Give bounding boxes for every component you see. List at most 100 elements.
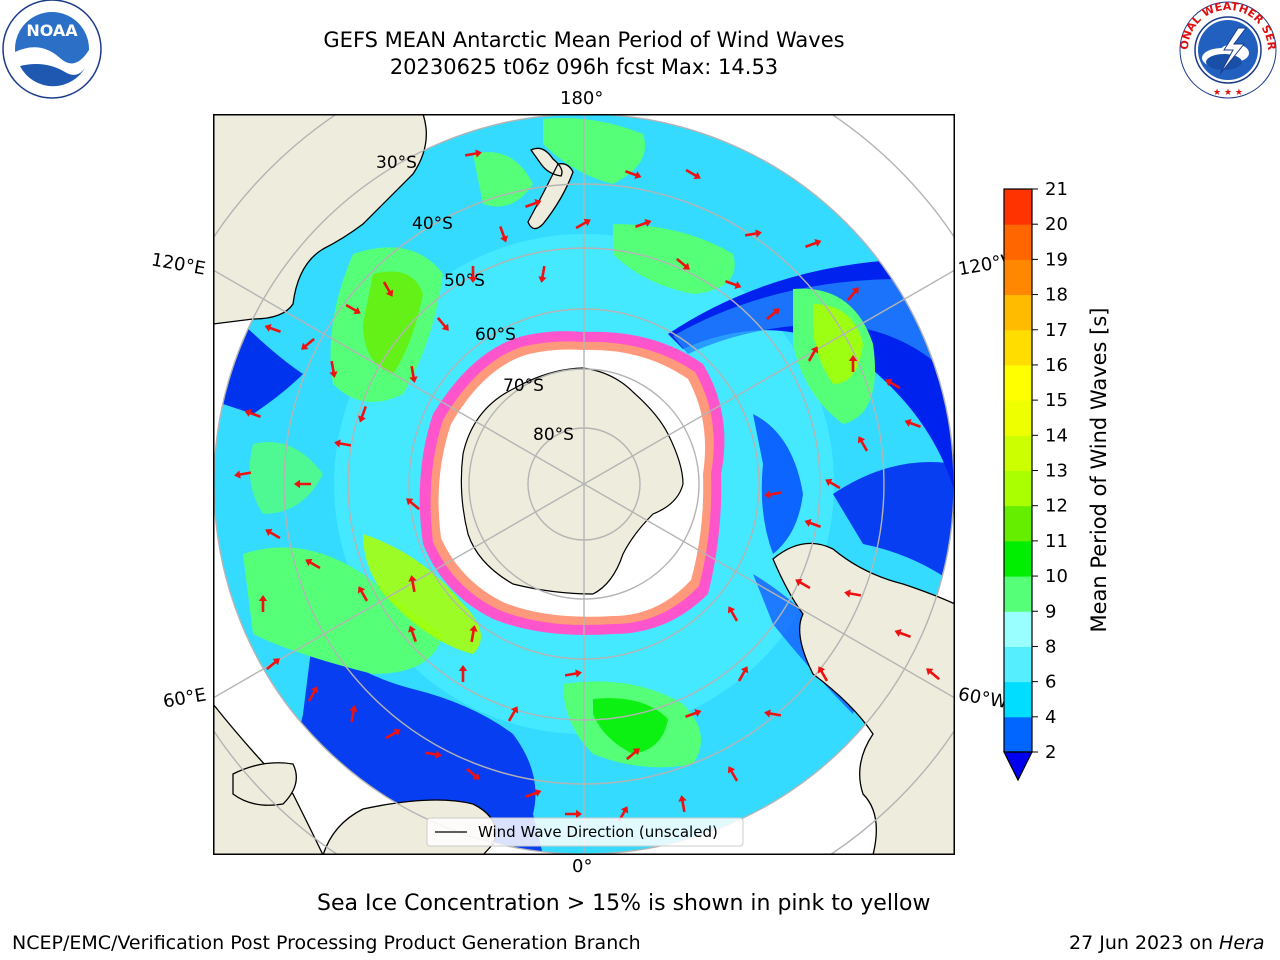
wave-direction-arrow [234, 470, 252, 479]
wave-direction-arrow [766, 308, 780, 321]
wave-direction-arrow [894, 629, 911, 638]
wave-direction-arrow [846, 287, 859, 301]
wave-direction-arrow [424, 750, 442, 759]
wave-direction-arrow [805, 239, 822, 248]
south-america [772, 542, 955, 855]
wave-direction-arrow [926, 668, 940, 681]
wave-direction-arrow [676, 257, 690, 270]
wave-direction-arrow [458, 665, 468, 682]
lon-label-180: 180° [560, 88, 604, 109]
wave-direction-arrow [564, 669, 582, 678]
lat-label-30s: 30°S [376, 153, 417, 173]
colorbar-band [1004, 576, 1032, 612]
wave-direction-arrow [294, 479, 311, 489]
colorbar-tick-label: 13 [1045, 461, 1068, 482]
colorbar-label: Mean Period of Wind Waves [s] [1087, 308, 1111, 633]
polar-map: 30°S 40°S 50°S 60°S 70°S 80°S Wind Wave … [213, 114, 955, 855]
wave-direction-arrow [469, 625, 478, 643]
colorbar-band [1004, 716, 1032, 753]
wave-direction-arrow [382, 281, 394, 297]
wave-direction-arrow [764, 490, 782, 499]
wave-direction-arrow [499, 226, 508, 243]
noaa-logo: NOAA [2, 0, 102, 99]
wave-direction-arrow [265, 528, 281, 540]
nws-logo: NATIONAL WEATHER SERVICE ★ ★ ★ [1176, 0, 1278, 99]
wave-direction-arrow [385, 728, 401, 740]
wave-direction-arrow [525, 199, 542, 208]
wave-direction-arrow [466, 767, 480, 780]
legend-label: Wind Wave Direction (unscaled) [478, 823, 718, 841]
lon-label-120e: 120°E [149, 249, 208, 280]
credit-branch: NCEP/EMC/Verification Post Processing Pr… [12, 932, 641, 954]
colorbar-tick-label: 17 [1045, 320, 1068, 341]
wave-direction-arrow [408, 575, 417, 593]
wave-direction-arrow [817, 666, 829, 682]
antarctic-continent [460, 367, 684, 595]
wave-direction-arrow [266, 658, 280, 671]
wave-direction-arrow [357, 586, 369, 602]
antarctica [419, 331, 725, 635]
wave-direction-arrow [764, 709, 782, 718]
colorbar-tick-label: 8 [1045, 636, 1056, 657]
lat-label-40s: 40°S [412, 214, 453, 234]
wave-direction-arrow [307, 686, 319, 702]
wave-direction-arrow [525, 789, 542, 798]
colorbar-ticks: 2 4 6 8 9 10 11 12 13 14 15 16 17 18 19 20 21 [1032, 180, 1068, 763]
colorbar: 2 4 6 8 9 10 11 12 13 14 15 16 17 18 19 20 21 Mean Perio… [1003, 180, 1111, 782]
wave-direction-arrow [305, 558, 321, 570]
wave-direction-arrows [234, 149, 940, 822]
colorbar-band [1004, 329, 1032, 366]
colorbar-tick-label: 2 [1045, 742, 1056, 763]
wave-direction-arrow [258, 595, 268, 612]
lon-label-0: 0° [572, 856, 593, 877]
colorbar-extend-arrow [1003, 751, 1033, 782]
wave-direction-arrow [507, 706, 519, 722]
wave-direction-arrow [626, 748, 640, 761]
australia [213, 114, 427, 325]
wave-direction-arrow [885, 378, 901, 390]
lon-label-60e: 60°E [161, 684, 208, 713]
colorbar-tick-label: 4 [1045, 707, 1056, 728]
wave-direction-arrow [345, 303, 361, 315]
wave-direction-arrow [334, 439, 352, 448]
wave-direction-arrow [409, 365, 418, 383]
colorbar-tick-label: 6 [1045, 672, 1056, 693]
wave-direction-arrow [301, 337, 315, 350]
colorbar-tick-label: 19 [1045, 249, 1068, 270]
map-legend: Wind Wave Direction (unscaled) [426, 817, 744, 847]
plot-subtitle: 20230625 t06z 096h fcst Max: 14.53 [389, 55, 779, 79]
wave-direction-arrow [635, 219, 652, 228]
colorbar-tick-label: 16 [1045, 355, 1068, 376]
sea-ice-note: Sea Ice Concentration > 15% is shown in … [317, 891, 931, 916]
wave-direction-arrow [538, 265, 547, 283]
madagascar [232, 762, 297, 806]
colorbar-tick-label: 21 [1045, 180, 1068, 200]
wave-direction-arrow [795, 578, 811, 590]
wave-direction-arrow [464, 149, 482, 158]
wave-direction-arrow [727, 766, 739, 782]
noaa-logo-text: NOAA [26, 21, 78, 40]
colorbar-bands [1003, 188, 1033, 782]
colorbar-tick-label: 11 [1045, 531, 1068, 552]
colorbar-tick-label: 10 [1045, 566, 1068, 587]
wave-direction-arrow [848, 355, 858, 372]
wave-direction-arrow [468, 266, 478, 283]
green-patch-north [613, 224, 735, 294]
wave-direction-arrow [436, 317, 449, 331]
colorbar-band [1004, 505, 1032, 542]
colorbar-tick-label: 20 [1045, 214, 1068, 235]
lat-label-60s: 60°S [475, 325, 516, 345]
wave-direction-arrow [349, 705, 358, 723]
wave-direction-arrow [264, 324, 281, 333]
credit-date-text: 27 Jun 2023 on [1069, 932, 1220, 954]
wave-direction-arrow [685, 709, 702, 718]
lat-label-70s: 70°S [503, 376, 544, 396]
lat-label-50s: 50°S [444, 271, 485, 291]
colorbar-band [1004, 435, 1032, 471]
green-patch-southwest [243, 547, 443, 674]
wave-direction-arrow [807, 346, 819, 362]
graticule [213, 114, 955, 855]
colorbar-tick-label: 18 [1045, 285, 1068, 306]
wave-direction-arrow [744, 229, 762, 238]
wave-direction-arrow [727, 606, 739, 622]
